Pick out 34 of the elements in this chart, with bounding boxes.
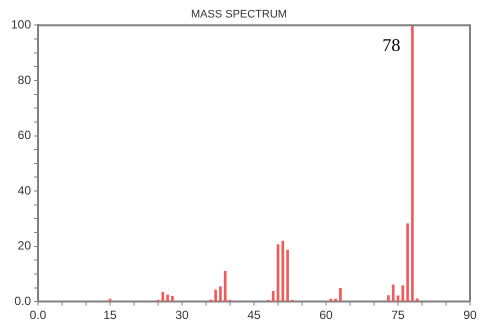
x-tick-label: 45 <box>247 308 262 322</box>
chart-title: MASS SPECTRUM <box>191 8 287 21</box>
x-tick-label: 90 <box>463 308 477 322</box>
bar <box>387 295 390 302</box>
bar <box>171 296 174 302</box>
bar <box>392 284 395 302</box>
bar <box>416 298 419 302</box>
y-tick-label: 80 <box>18 72 32 87</box>
bar <box>272 291 275 302</box>
bar <box>339 288 342 302</box>
bar <box>281 240 284 302</box>
bar <box>166 294 169 302</box>
bar <box>406 223 409 302</box>
bar <box>286 250 289 302</box>
y-tick-label: 20 <box>18 238 32 253</box>
bar <box>219 286 222 302</box>
x-tick-label: 75 <box>391 308 405 322</box>
bar <box>161 292 164 302</box>
annotation: 78 <box>382 34 400 55</box>
y-tick-label: 0.0 <box>14 294 32 308</box>
y-tick-label: 100 <box>10 18 32 32</box>
bar <box>108 298 112 302</box>
bar <box>411 25 414 302</box>
bar <box>401 285 404 302</box>
bar <box>224 270 227 302</box>
bar <box>396 295 400 302</box>
bar <box>214 290 217 302</box>
y-tick-label: 40 <box>18 183 32 198</box>
x-tick-label: 0.0 <box>30 308 47 322</box>
x-tick-label: 60 <box>319 308 333 322</box>
x-tick-label: 30 <box>175 308 190 322</box>
y-tick-label: 60 <box>18 128 32 142</box>
bar <box>276 244 280 302</box>
x-tick-label: 15 <box>103 308 118 322</box>
